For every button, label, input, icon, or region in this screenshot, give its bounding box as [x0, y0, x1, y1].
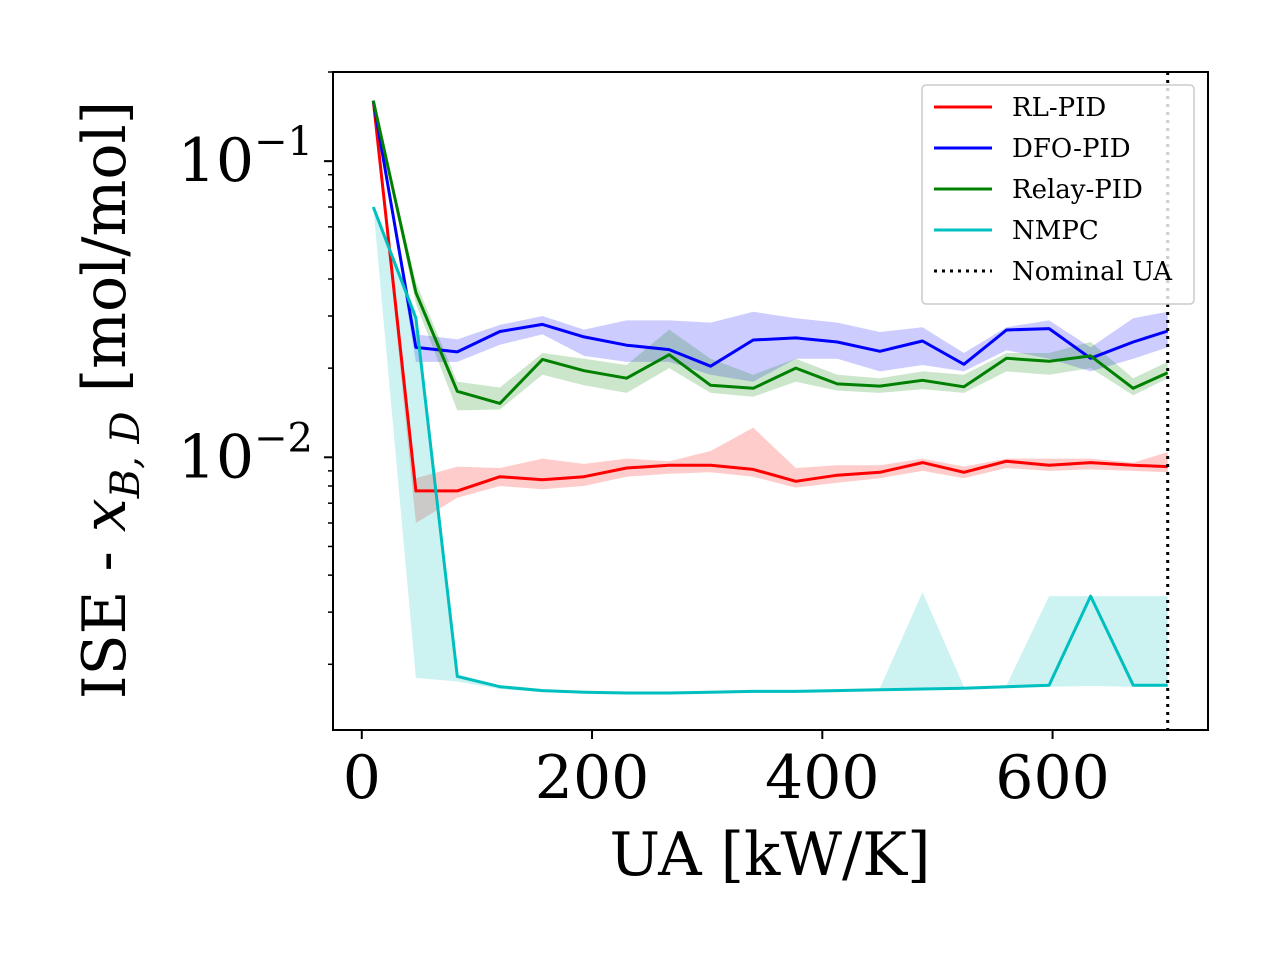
legend: RL-PID DFO-PID Relay-PID NMPC Nominal UA [921, 84, 1195, 305]
y-tick-label: 10−2 [178, 415, 313, 492]
legend-label-rl-pid: RL-PID [1012, 93, 1106, 123]
rl-pid-band [373, 100, 1168, 523]
x-tick-label: 200 [535, 743, 650, 813]
x-axis: 0 200 400 600 [343, 730, 1110, 813]
plot-frame [332, 71, 1209, 731]
x-tick-label: 600 [995, 743, 1110, 813]
legend-label-dfo-pid: DFO-PID [1012, 134, 1131, 164]
y-tick-label: 10−1 [178, 119, 313, 196]
legend-label-relay-pid: Relay-PID [1012, 175, 1143, 205]
dfo-pid-band [373, 100, 1168, 382]
y-axis-title-subscript: B, D [103, 411, 149, 499]
plot-area [371, 72, 1170, 730]
y-axis-title: ISE - xB, D [mol/mol] [70, 101, 149, 699]
x-tick-label: 0 [343, 743, 381, 813]
dfo-pid-line [371, 100, 1169, 368]
plot-content [371, 72, 1170, 730]
nmpc-line [371, 206, 1168, 695]
y-axis: 10−1 10−2 [178, 71, 333, 666]
y-axis-title-suffix: [mol/mol] [70, 101, 140, 412]
rl-pid-line [371, 100, 1168, 493]
legend-label-nmpc: NMPC [1012, 216, 1099, 246]
y-axis-title-variable: x [70, 498, 140, 532]
x-axis-title: UA [kW/K] [609, 820, 930, 890]
y-axis-title-prefix: ISE - [70, 532, 140, 699]
legend-box [921, 84, 1195, 305]
relay-pid-line [371, 100, 1169, 405]
x-tick-label: 400 [765, 743, 880, 813]
legend-label-nominal-ua: Nominal UA [1012, 257, 1173, 287]
